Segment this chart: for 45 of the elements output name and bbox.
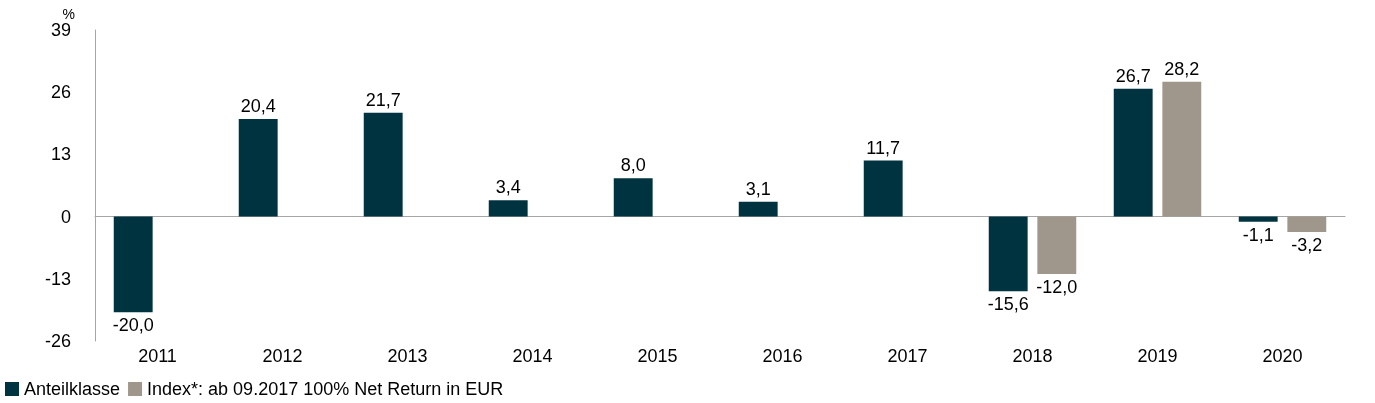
bar [613,178,653,217]
y-tick-label: 0 [60,206,71,227]
y-tick-label: -26 [44,331,71,351]
x-tick-label: 2019 [1137,346,1178,366]
bar [1287,216,1327,232]
data-label: 21,7 [365,89,401,110]
x-tick-label: 2018 [1012,346,1053,366]
y-tick-label: 39 [50,20,71,40]
x-tick-label: 2015 [637,346,678,366]
y-tick-label: 13 [50,144,71,165]
data-label: -20,0 [112,315,154,336]
bar [1113,88,1153,217]
bar [863,160,903,217]
data-label: -3,2 [1291,234,1323,255]
bar [738,201,778,217]
y-tick-label: 26 [50,82,71,103]
bar [988,216,1028,292]
x-tick-label: 2017 [887,346,928,366]
bar [363,112,403,217]
x-tick-label: 2013 [387,346,428,366]
data-label: 8,0 [620,155,646,176]
legend-label: Anteilklasse [24,379,121,399]
data-label: 3,1 [745,178,771,199]
bar [488,200,528,217]
data-label: -1,1 [1242,224,1274,245]
bar [238,118,278,217]
data-label: 3,4 [495,177,521,198]
x-tick-label: 2014 [512,346,553,366]
data-label: 11,7 [866,137,901,158]
data-label: 28,2 [1164,58,1200,79]
bar [113,216,153,313]
data-label: -12,0 [1036,277,1078,298]
y-axis-title: % [62,6,75,23]
x-tick-label: 2011 [138,346,177,366]
y-tick-label: -13 [44,268,71,289]
data-label: 26,7 [1115,65,1151,86]
data-label: 20,4 [240,95,276,116]
x-tick-label: 2016 [762,346,803,366]
x-tick-label: 2012 [262,346,303,366]
bar [1037,216,1077,275]
legend-label: Index*: ab 09.2017 100% Net Return in EUR [147,379,504,399]
bar [1162,81,1202,217]
x-tick-label: 2020 [1262,346,1303,366]
data-label: -15,6 [987,294,1029,315]
bar [1238,216,1278,222]
